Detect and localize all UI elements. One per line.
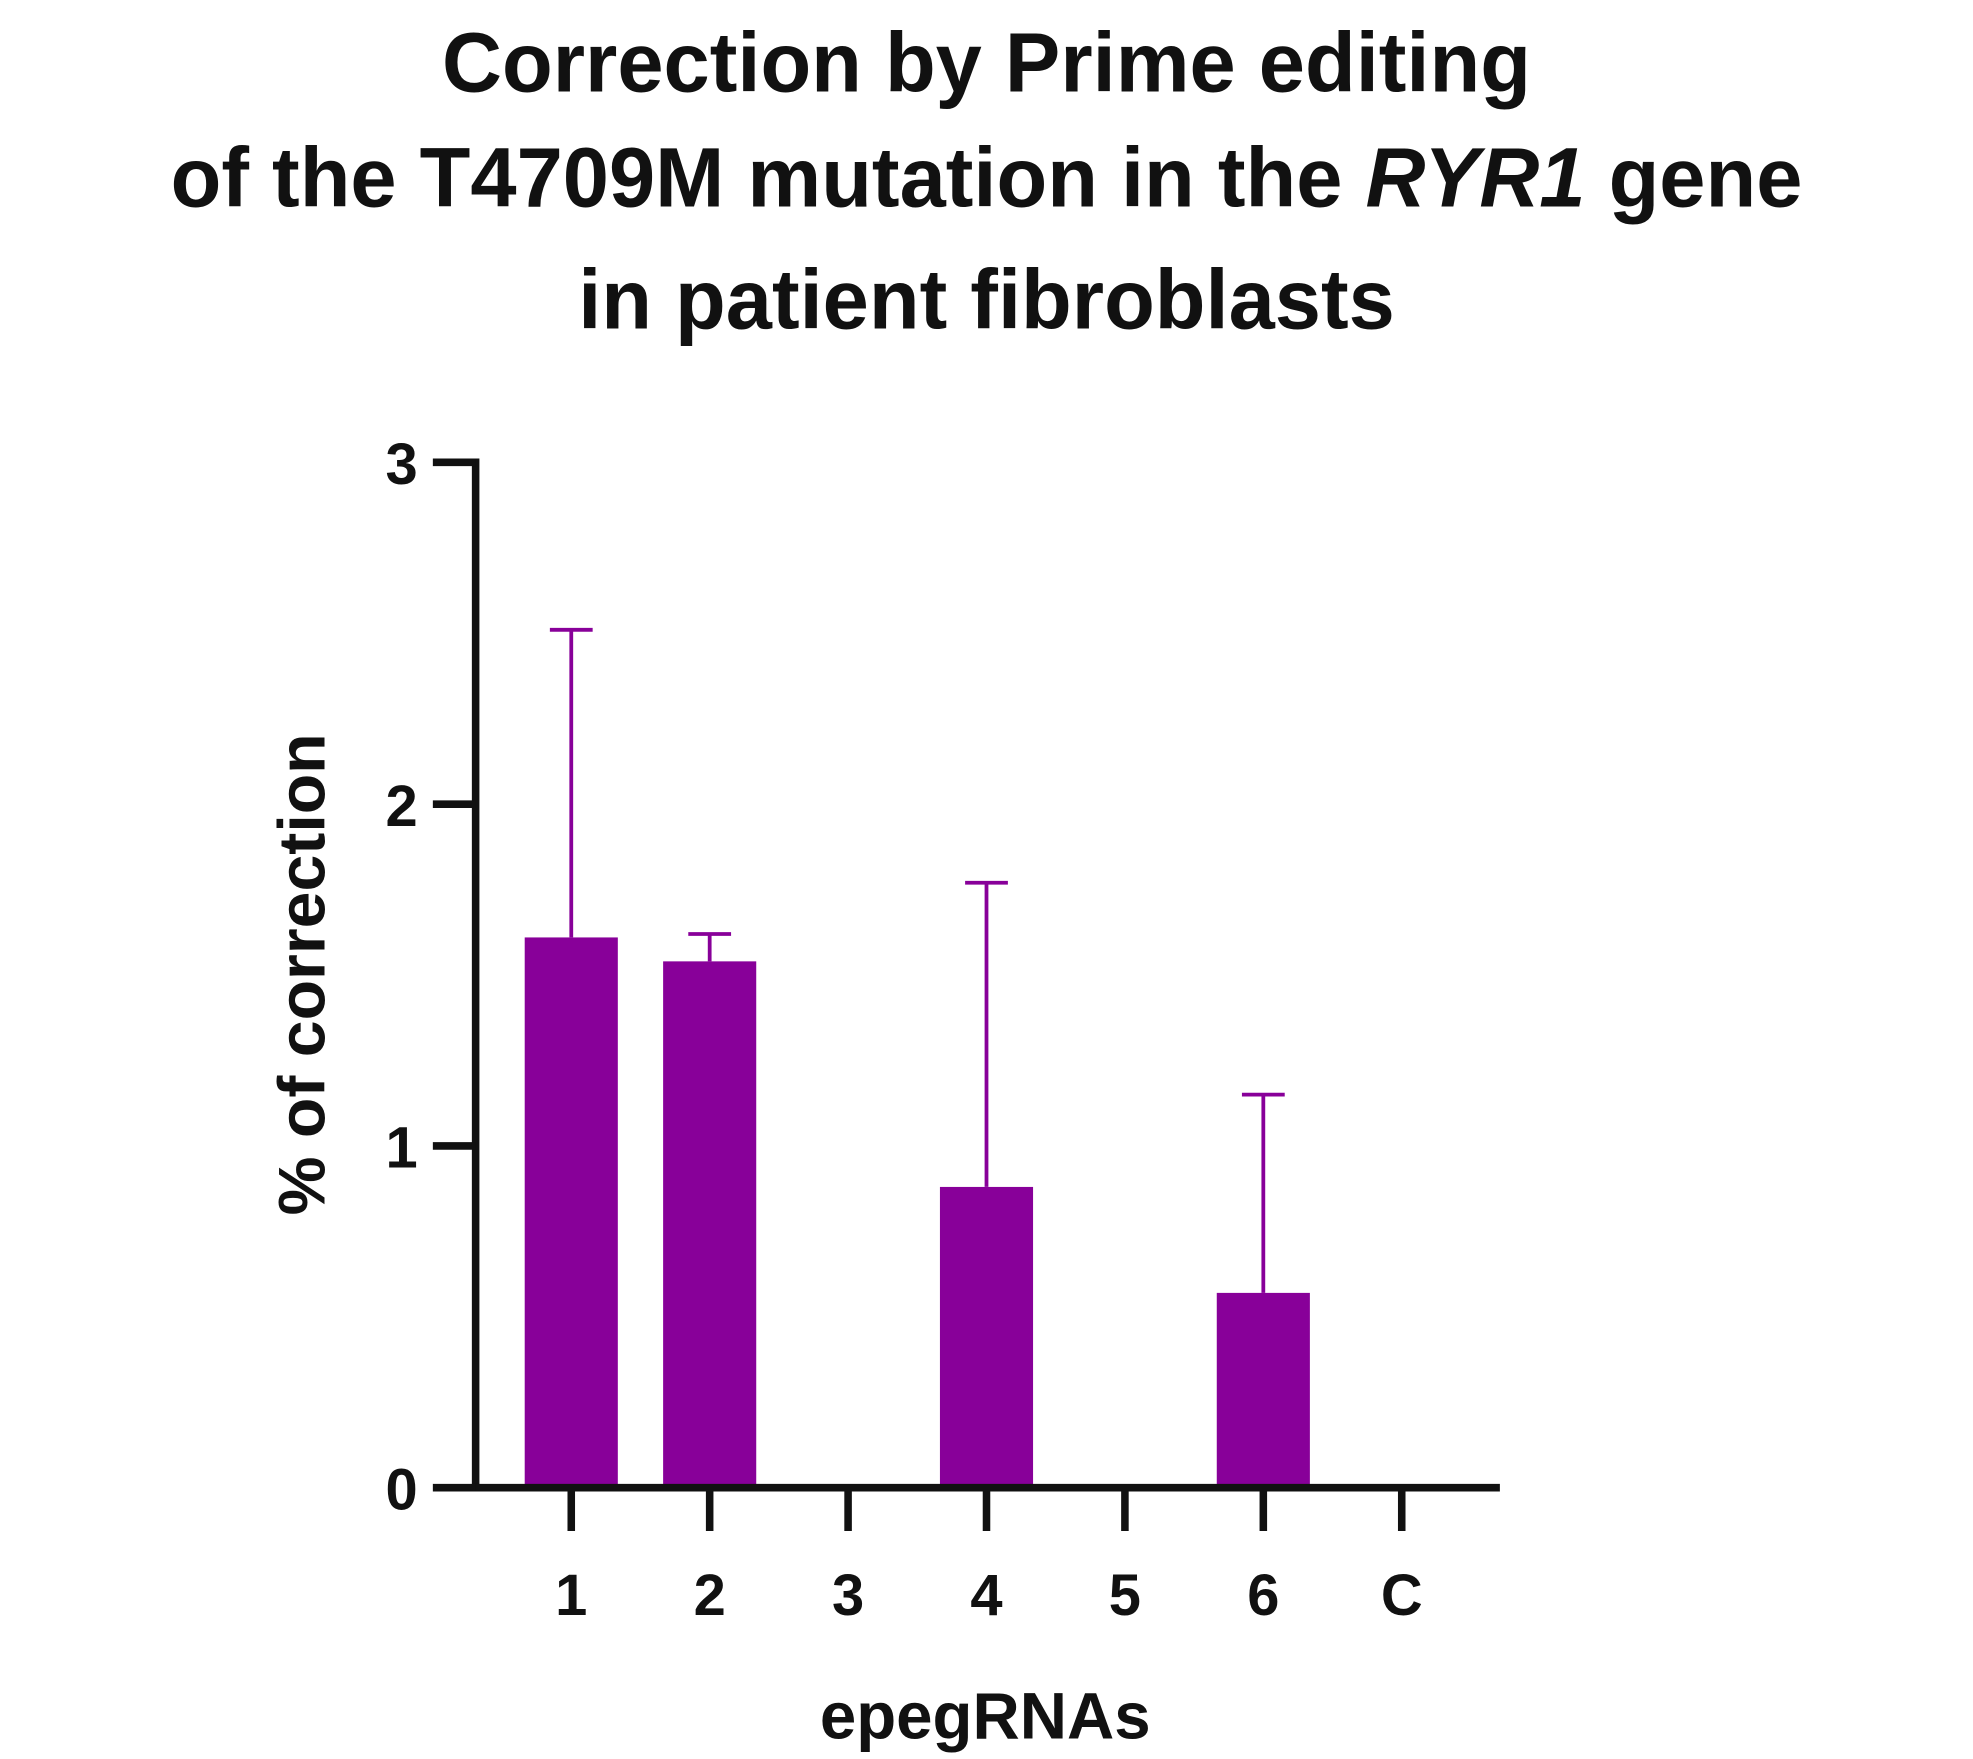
x-tick-label: C — [1381, 1563, 1423, 1628]
y-tick-label: 1 — [386, 1115, 418, 1180]
bar — [663, 961, 757, 1488]
x-tick-label: 4 — [970, 1563, 1003, 1628]
error-bar — [549, 627, 593, 938]
y-axis-label: % of correction — [265, 733, 339, 1215]
error-bar — [1241, 1092, 1285, 1293]
error-bar — [688, 932, 732, 962]
title-span: gene — [1609, 130, 1803, 225]
y-tick-label: 0 — [386, 1457, 418, 1522]
x-axis-label: epegRNAs — [820, 1678, 1151, 1752]
title-span: Correction by Prime editing — [442, 15, 1531, 110]
bar — [524, 937, 618, 1488]
chart-title: Correction by Prime editing — [442, 15, 1531, 110]
x-tick-label: 3 — [832, 1563, 864, 1628]
y-tick-label: 2 — [386, 773, 418, 838]
title-span: RYR1 — [1365, 130, 1585, 225]
error-bar — [965, 880, 1008, 1187]
x-tick-label: 6 — [1247, 1563, 1279, 1628]
bar — [1216, 1292, 1310, 1488]
x-tick-label: 5 — [1109, 1563, 1141, 1628]
x-tick-label: 2 — [694, 1563, 726, 1628]
title-span: in patient fibroblasts — [578, 252, 1395, 347]
x-tick-label: 1 — [555, 1563, 587, 1628]
y-tick-label: 3 — [386, 432, 418, 497]
chart-title: in patient fibroblasts — [578, 252, 1395, 347]
chart-title: of the T4709M mutation in the RYR1 gene — [171, 130, 1803, 225]
title-span: of the T4709M mutation in the — [171, 130, 1343, 225]
bar — [939, 1186, 1034, 1488]
